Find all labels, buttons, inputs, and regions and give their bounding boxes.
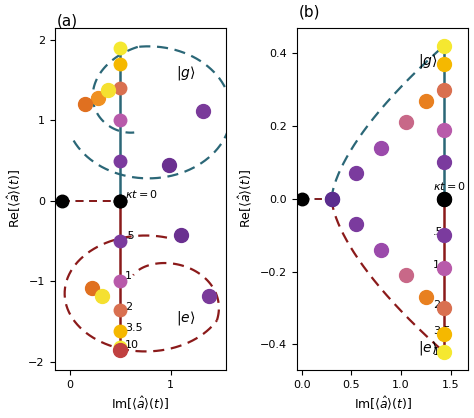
Text: (b): (b) xyxy=(299,5,320,20)
Text: $|e\rangle$: $|e\rangle$ xyxy=(176,309,195,327)
Text: 3.5: 3.5 xyxy=(433,326,450,336)
Text: 3.5: 3.5 xyxy=(125,323,143,333)
Text: $|e\rangle$: $|e\rangle$ xyxy=(418,339,437,357)
Text: $\kappa t = 0$: $\kappa t = 0$ xyxy=(125,188,158,200)
Y-axis label: Re[$\langle\hat{a}\rangle(t)$]: Re[$\langle\hat{a}\rangle(t)$] xyxy=(6,169,23,229)
Text: $|g\rangle$: $|g\rangle$ xyxy=(418,52,438,70)
Text: $\kappa t = 0$: $\kappa t = 0$ xyxy=(433,180,465,192)
X-axis label: Im[$\langle\hat{a}\rangle(t)$]: Im[$\langle\hat{a}\rangle(t)$] xyxy=(354,395,412,413)
Text: 1: 1 xyxy=(433,260,440,270)
Text: 1: 1 xyxy=(125,271,132,281)
Text: .5: .5 xyxy=(125,231,136,241)
Text: .5: .5 xyxy=(433,227,443,237)
X-axis label: Im[$\langle\hat{a}\rangle(t)$]: Im[$\langle\hat{a}\rangle(t)$] xyxy=(111,395,169,413)
Text: (a): (a) xyxy=(56,13,78,28)
Text: 2: 2 xyxy=(433,300,440,310)
Text: $|g\rangle$: $|g\rangle$ xyxy=(176,64,195,82)
Text: 10: 10 xyxy=(125,340,139,350)
Y-axis label: Re[$\langle\hat{a}\rangle(t)$]: Re[$\langle\hat{a}\rangle(t)$] xyxy=(237,169,255,229)
Text: 2: 2 xyxy=(125,301,132,311)
Text: 10: 10 xyxy=(433,347,447,357)
